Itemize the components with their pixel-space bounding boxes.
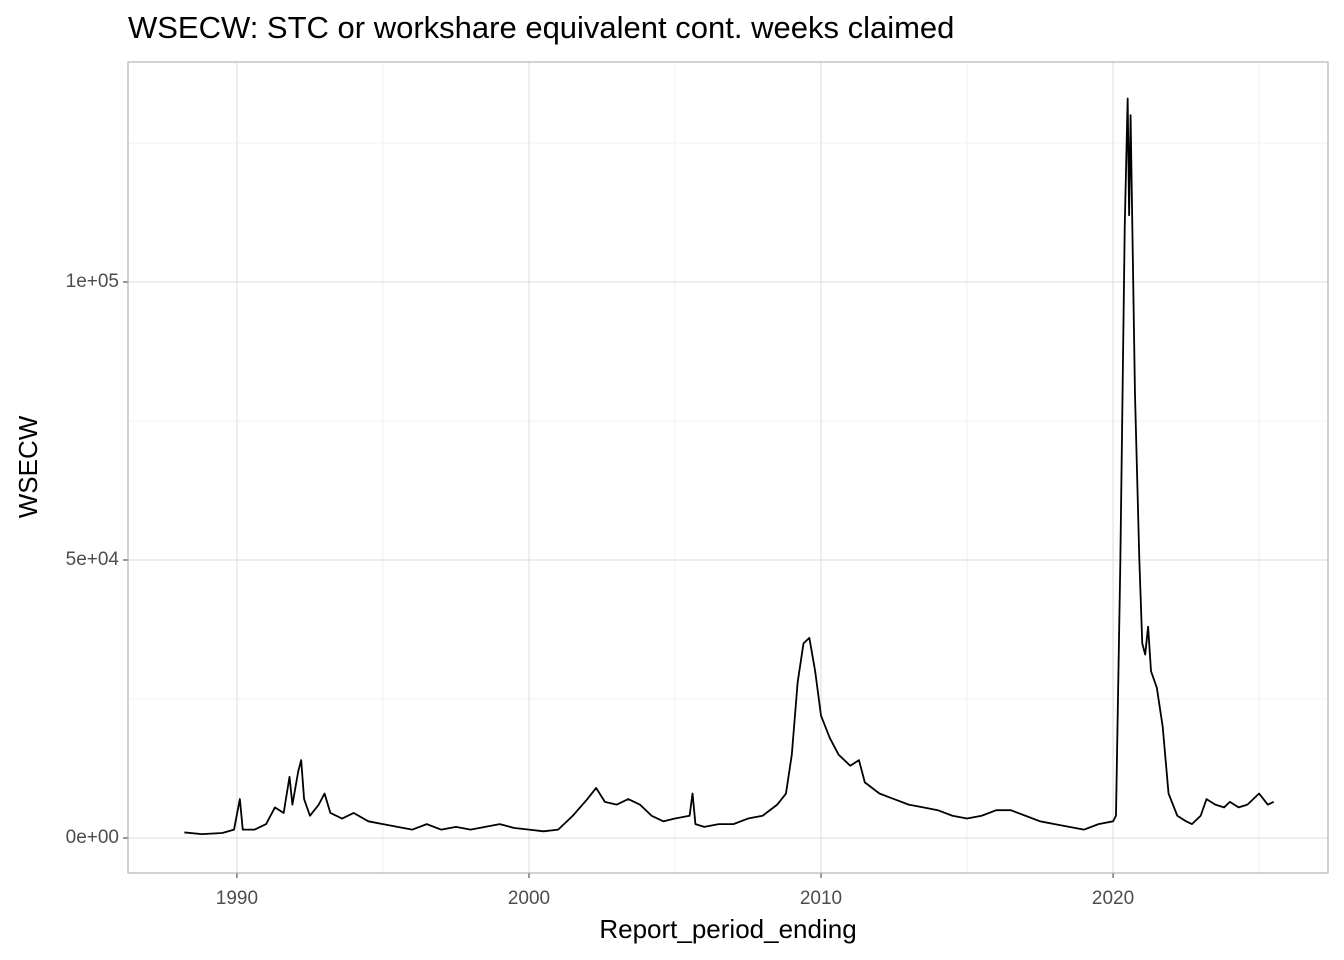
y-tick-label: 1e+05 bbox=[66, 271, 119, 292]
x-tick-label: 2020 bbox=[1092, 888, 1134, 909]
y-axis-label: WSECW bbox=[13, 415, 43, 518]
y-tick-label: 0e+00 bbox=[66, 827, 119, 848]
x-axis-label: Report_period_ending bbox=[599, 914, 856, 944]
series-line bbox=[184, 97, 1275, 836]
chart-title: WSECW: STC or workshare equivalent cont.… bbox=[128, 10, 954, 45]
x-tick-label: 1990 bbox=[216, 888, 258, 909]
x-tick-label: 2000 bbox=[508, 888, 550, 909]
panel-border bbox=[127, 61, 1329, 874]
x-tick-label: 2010 bbox=[800, 888, 842, 909]
y-tick-label: 5e+04 bbox=[66, 549, 120, 570]
